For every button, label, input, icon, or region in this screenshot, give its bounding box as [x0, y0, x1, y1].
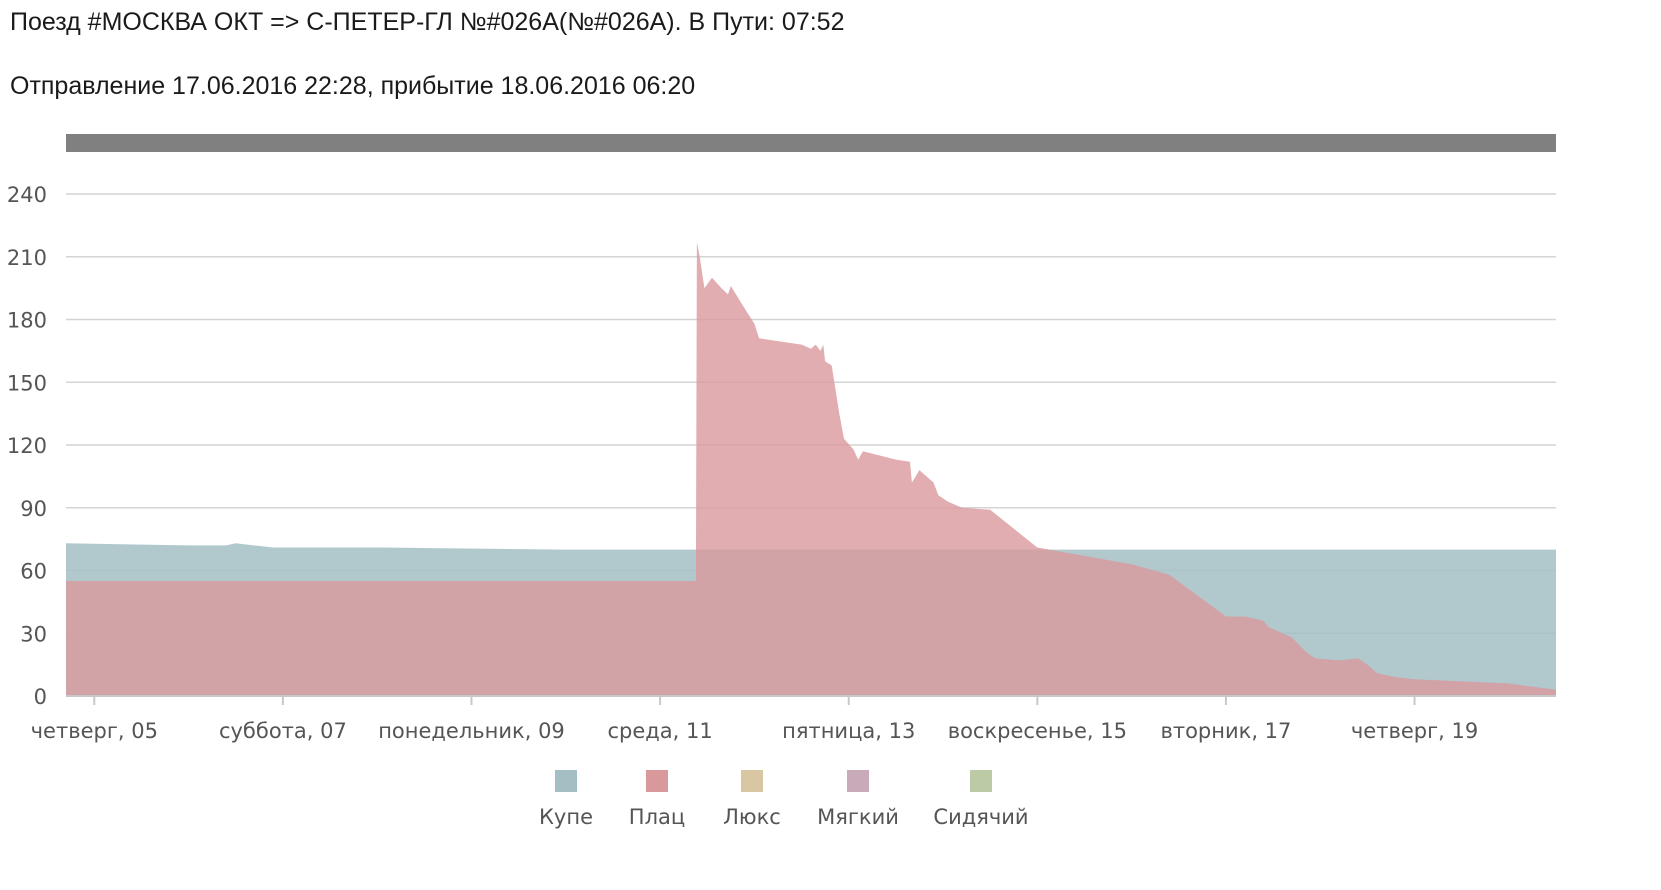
y-tick-label: 60: [20, 560, 47, 584]
train-title: Поезд #МОСКВА ОКТ => С-ПЕТЕР-ГЛ №#026А(№…: [10, 8, 845, 36]
series-area-1: [66, 242, 1556, 696]
legend-label-1[interactable]: Плац: [629, 805, 685, 829]
legend-swatch-3[interactable]: [847, 770, 869, 792]
legend: Купе Плац Люкс Мягкий Сидячий: [539, 770, 1029, 829]
x-tick-label: понедельник, 09: [378, 719, 565, 743]
chart-top-bar: [66, 134, 1556, 152]
y-tick-label: 30: [20, 622, 47, 646]
schedule-line: Отправление 17.06.2016 22:28, прибытие 1…: [10, 72, 696, 100]
x-axis-ticks: четверг, 05 суббота, 07 понедельник, 09 сре…: [31, 696, 1478, 743]
x-tick-label: пятница, 13: [782, 719, 915, 743]
x-tick-label: вторник, 17: [1160, 719, 1291, 743]
legend-swatch-1[interactable]: [646, 770, 668, 792]
x-tick-label: воскресенье, 15: [948, 719, 1127, 743]
series-areas: [66, 242, 1556, 696]
y-axis-ticks: 0 30 60 90 120 150 180 210 240: [7, 183, 47, 709]
x-tick-label: четверг, 05: [31, 719, 158, 743]
x-tick-label: суббота, 07: [219, 719, 347, 743]
legend-swatch-0[interactable]: [555, 770, 577, 792]
legend-label-0[interactable]: Купе: [539, 805, 593, 829]
y-tick-label: 120: [7, 434, 47, 458]
y-tick-label: 210: [7, 246, 47, 270]
y-tick-label: 0: [34, 685, 47, 709]
legend-swatch-2[interactable]: [741, 770, 763, 792]
legend-label-4[interactable]: Сидячий: [933, 805, 1028, 829]
x-tick-label: среда, 11: [607, 719, 712, 743]
legend-swatch-4[interactable]: [970, 770, 992, 792]
y-tick-label: 180: [7, 309, 47, 333]
x-tick-label: четверг, 19: [1351, 719, 1478, 743]
y-tick-label: 240: [7, 183, 47, 207]
y-tick-label: 90: [20, 497, 47, 521]
legend-label-3[interactable]: Мягкий: [817, 805, 899, 829]
y-tick-label: 150: [7, 371, 47, 395]
legend-label-2[interactable]: Люкс: [723, 805, 781, 829]
